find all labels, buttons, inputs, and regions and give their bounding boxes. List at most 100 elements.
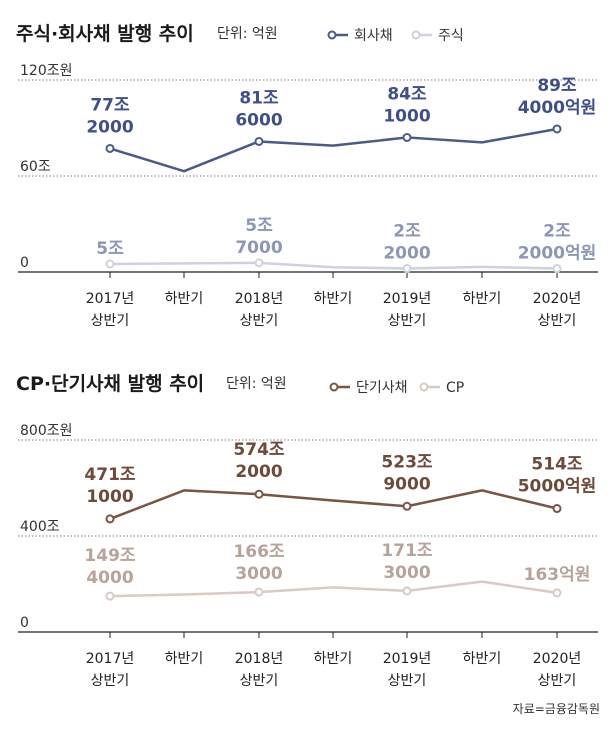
data-label-line: 163억원 [524,565,591,585]
data-label-line: 523조 [381,452,432,472]
data-label: 471조 1000 [84,465,135,507]
data-label-line: 149조 [84,546,135,566]
unit-label: 단위: 억원 [226,376,287,392]
x-tick-line: 하반기 [165,651,204,667]
legend-item: CP [419,380,464,396]
chart-1: 주식·회사채 발행 추이 단위: 억원 회사채 주식 120조원 60조 0 2017년 상반기… [16,23,598,329]
data-point [402,501,412,511]
x-tick-label: 하반기 [463,291,502,307]
source-note: 자료=금융감독원 [513,702,600,716]
x-tick-line: 2018년 [235,291,284,307]
x-tick-line: 상반기 [538,673,577,689]
chart-2: CP·단기사채 발행 추이 단위: 억원 단기사채 CP 800조원 400조 0 2017년… [16,373,598,689]
legend-marker [411,30,421,40]
data-label-line: 7000 [235,238,282,258]
data-label: 2조 2000 [383,221,430,263]
data-label: 514조 5000억원 [518,455,597,497]
legend-item: 회사채 [327,28,393,44]
series-회사채: 77조 2000 81조 6000 84조 1000 89조 4000억원 [86,76,597,173]
x-tick-label: 하반기 [314,651,353,667]
data-point [105,591,115,601]
data-label-line: 2000 [383,243,430,263]
data-label: 77조 2000 [86,95,133,137]
data-point [105,259,115,269]
data-label-line: 1000 [383,106,430,126]
y-tick-label: 120조원 [20,63,72,79]
legend-label: CP [446,380,464,396]
chart-title: CP·단기사채 발행 추이 [16,373,204,395]
data-label-line: 4000 [86,568,133,588]
data-label: 149조 4000 [84,546,135,588]
data-label-line: 77조 [90,95,130,115]
legend-marker [327,30,337,40]
data-label-line: 171조 [381,541,432,561]
series-line [109,489,558,521]
x-tick-line: 하반기 [463,651,502,667]
legend-label: 회사채 [354,28,393,44]
data-label-line: 471조 [84,465,135,485]
data-label-line: 89조 [537,76,577,96]
x-tick-line: 하반기 [463,291,502,307]
x-tick-line: 상반기 [91,673,130,689]
data-label-line: 5조 [96,239,124,259]
y-tick-label: 800조원 [20,423,72,439]
data-label: 84조 1000 [383,84,430,126]
data-label-line: 2000억원 [518,243,597,263]
x-tick-line: 상반기 [388,673,427,689]
data-label-line: 4000억원 [518,98,597,118]
series-단기사채: 471조 1000 574조 2000 523조 9000 514조 5000억원 [84,440,597,524]
legend-label: 단기사채 [356,380,408,396]
data-label-line: 3000 [383,563,430,583]
x-tick-line: 2018년 [235,651,284,667]
legend-marker [419,382,429,392]
data-label-line: 3000 [235,564,282,584]
data-point [552,124,562,134]
data-label-line: 514조 [531,455,582,475]
x-tick-line: 2020년 [533,651,582,667]
data-label: 89조 4000억원 [518,76,597,118]
y-tick-label: 0 [20,615,29,631]
data-label-line: 84조 [387,84,427,104]
data-label-line: 574조 [233,440,284,460]
data-label-line: 2000 [86,117,133,137]
data-point [402,586,412,596]
data-point [254,489,264,499]
x-tick-label: 2018년 상반기 [235,651,284,689]
x-tick-label: 2019년 상반기 [383,651,432,689]
x-tick-line: 하반기 [314,291,353,307]
data-point [552,263,562,273]
data-label-line: 2조 [393,221,421,241]
x-tick-label: 하반기 [314,291,353,307]
data-point [254,136,264,146]
x-tick-line: 하반기 [165,291,204,307]
data-label: 574조 2000 [233,440,284,482]
data-point [254,258,264,268]
data-label: 2조 2000억원 [518,221,597,263]
x-tick-label: 2019년 상반기 [383,291,432,329]
x-tick-line: 2020년 [533,291,582,307]
x-tick-line: 2017년 [86,651,135,667]
data-point [552,588,562,598]
x-tick-label: 하반기 [165,291,204,307]
series-line [109,580,558,598]
data-label-line: 166조 [233,542,284,562]
data-label-line: 2000 [235,462,282,482]
y-tick-label: 60조 [20,159,51,175]
data-point [105,514,115,524]
data-label: 81조 6000 [235,88,282,130]
x-tick-line: 상반기 [240,313,279,329]
data-label: 5조 [96,239,124,259]
legend-label: 주식 [438,28,464,44]
x-tick-line: 상반기 [538,313,577,329]
data-label-line: 2조 [543,221,571,241]
unit-label: 단위: 억원 [217,26,278,42]
data-label: 163억원 [524,565,591,585]
data-label-line: 81조 [239,88,279,108]
